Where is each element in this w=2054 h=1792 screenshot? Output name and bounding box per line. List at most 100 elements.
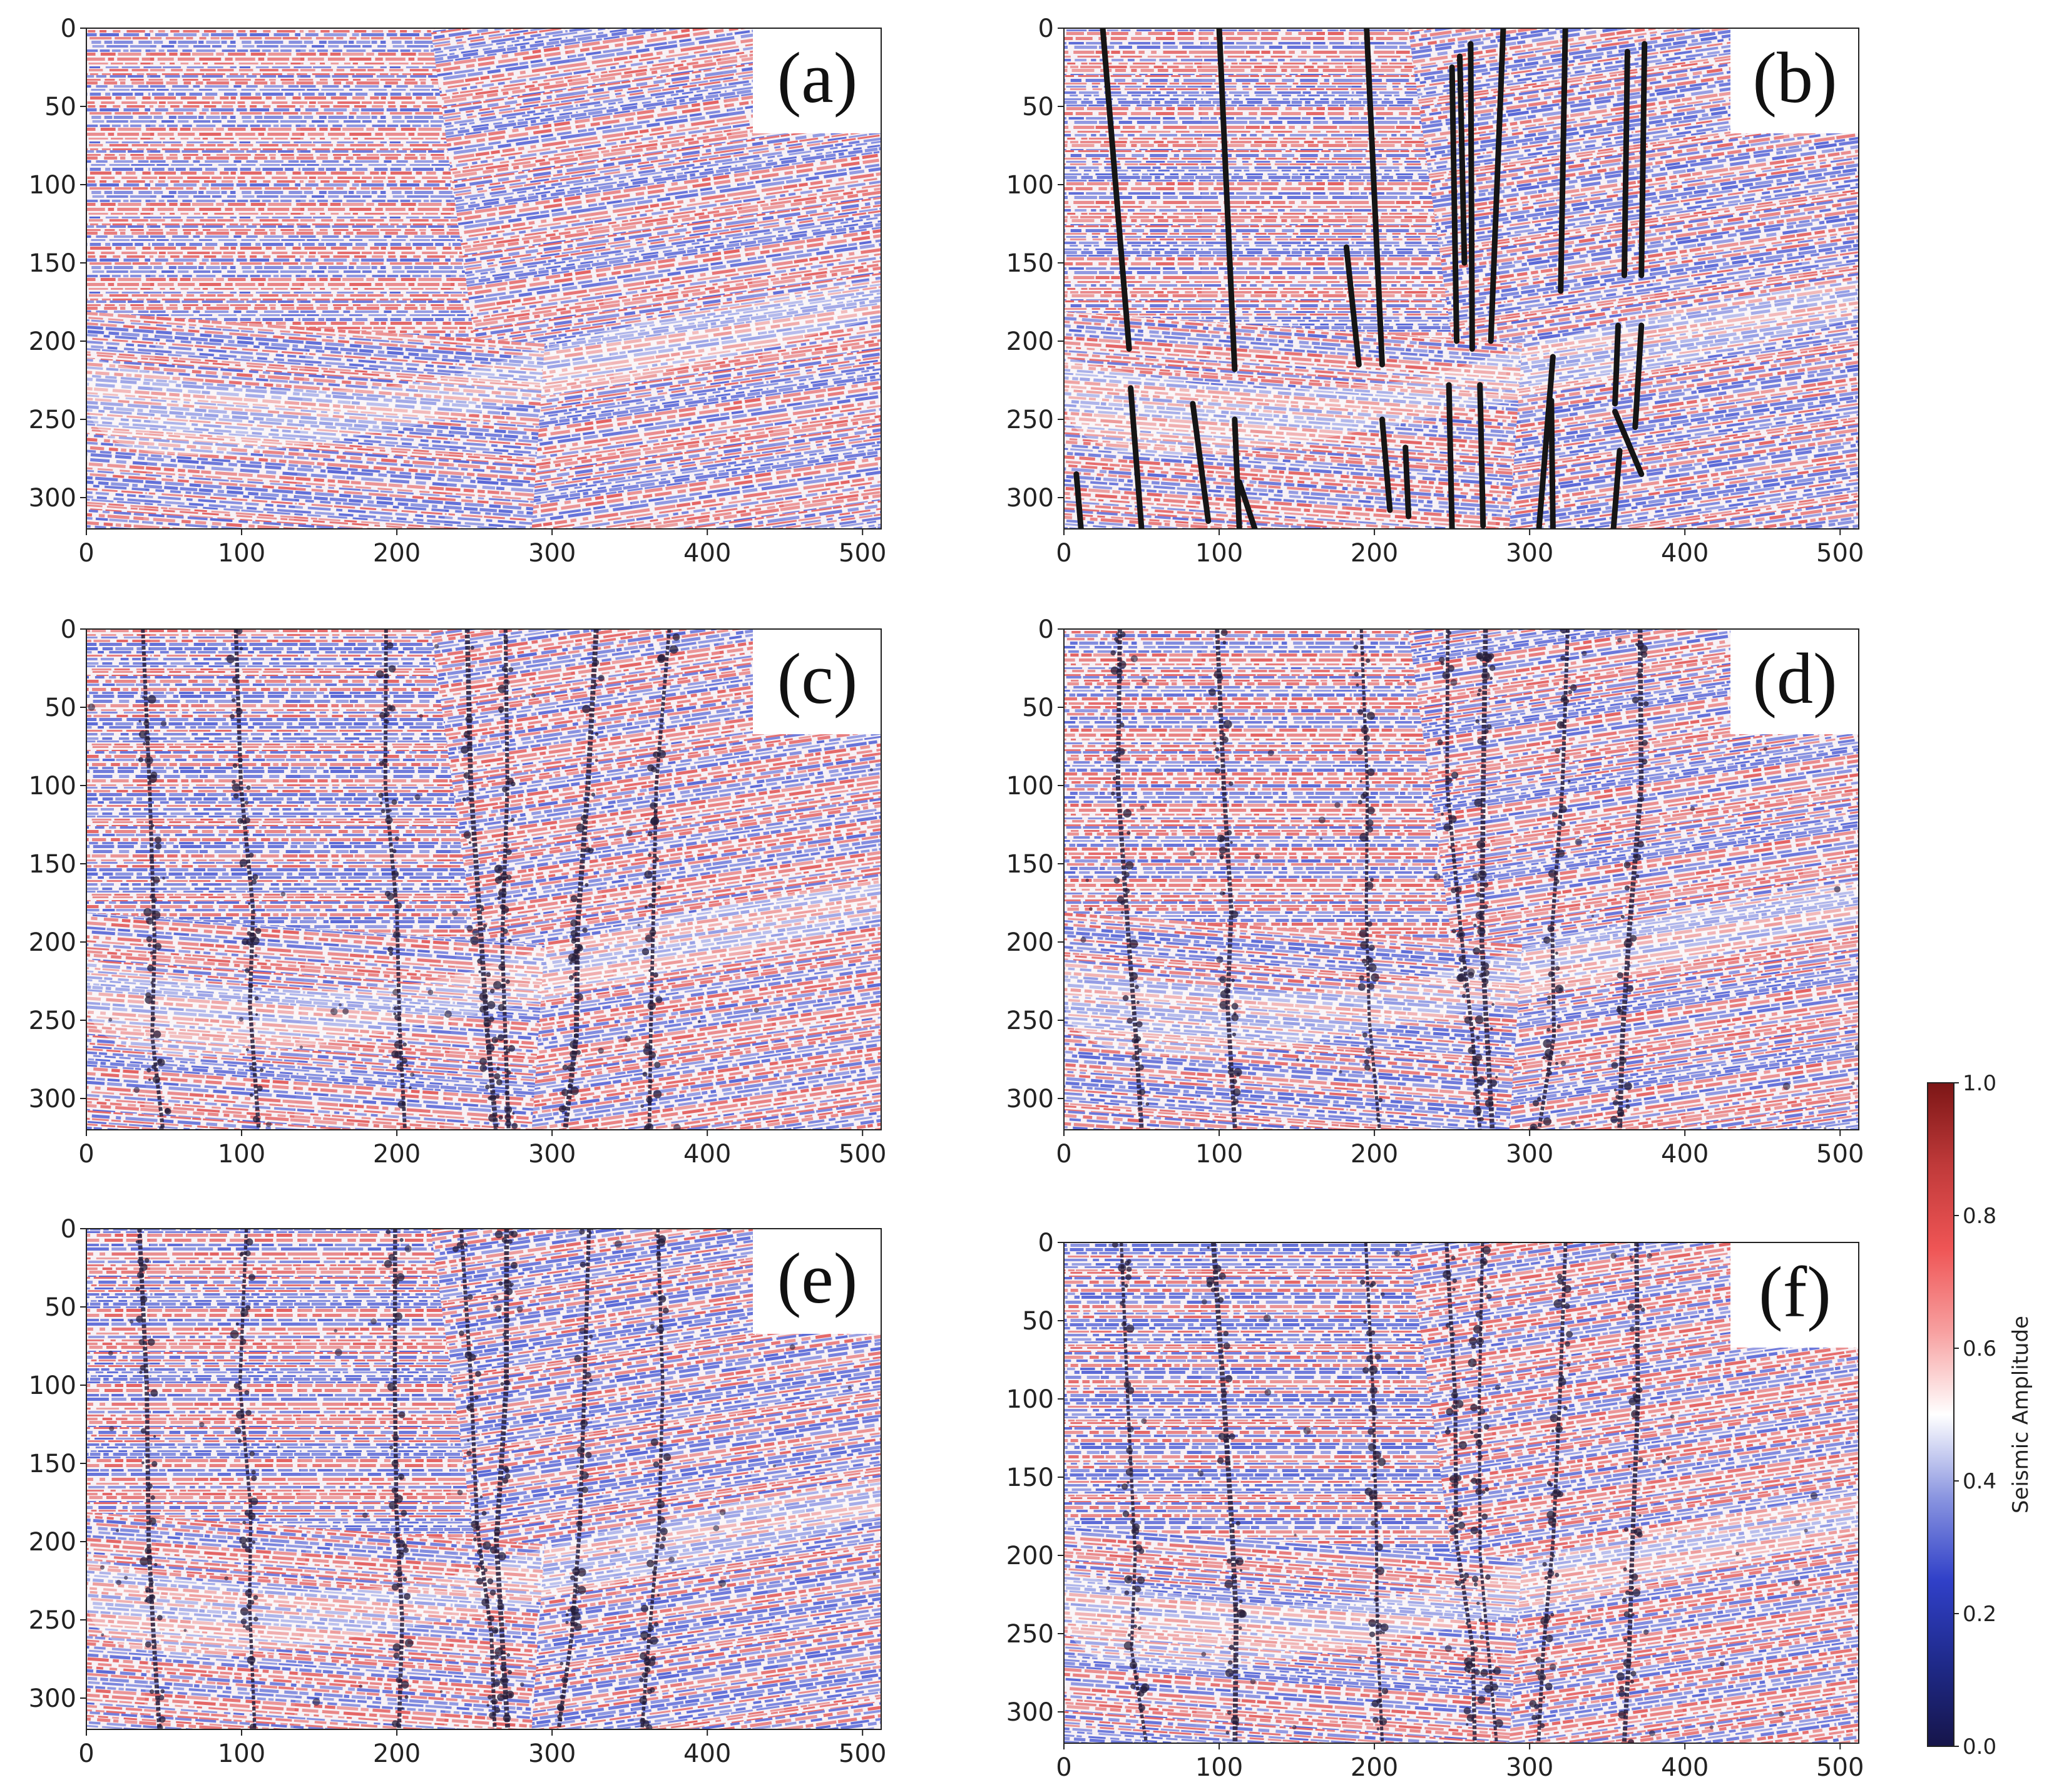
predicted-fault <box>137 1229 162 1729</box>
y-tick-label: 250 <box>29 1006 76 1035</box>
panel-d: (d) 0 100 200 300 400 500 0 50 100 150 200 250 300 <box>1006 615 1864 1169</box>
y-tick-label: 0 <box>61 615 76 644</box>
predicted-fault <box>1444 1242 1477 1743</box>
panel-f: (f) 0 100 200 300 400 500 0 50 100 150 200 250 300 <box>1006 1229 1864 1782</box>
fault-line <box>1548 397 1556 529</box>
predicted-fault <box>383 629 407 1130</box>
x-tick-label: 400 <box>1661 1753 1709 1782</box>
fault-line <box>1236 479 1258 529</box>
x-tick-label: 0 <box>78 539 94 568</box>
panel-label-box <box>1730 28 1859 133</box>
predicted-fault <box>494 1229 511 1729</box>
y-tick-label: 50 <box>44 93 76 121</box>
panel-label-box <box>753 28 881 133</box>
colorbar-tick-label: 0.0 <box>1963 1734 1996 1759</box>
fault-line <box>1621 49 1630 279</box>
x-tick-label: 0 <box>1056 1140 1071 1169</box>
x-tick-label: 400 <box>683 1739 731 1768</box>
panel-c: (c) 0 100 200 300 400 500 0 50 100 150 200 250 300 <box>29 615 887 1169</box>
x-tick-label: 500 <box>839 539 886 568</box>
fault-line <box>1379 416 1393 513</box>
x-tick-label: 300 <box>1506 1140 1553 1169</box>
fault-line <box>1632 322 1645 430</box>
x-tick-label: 0 <box>78 1739 94 1768</box>
panel-b: (b) 0 100 200 300 400 500 0 50 100 150 200 250 300 <box>1006 14 1864 568</box>
x-tick-label: 100 <box>1195 1753 1243 1782</box>
panel-label-box <box>753 1229 881 1334</box>
predicted-fault <box>1445 629 1482 1130</box>
colorbar-gradient <box>1928 1083 1954 1746</box>
y-tick-label: 300 <box>29 484 76 513</box>
colorbar-title: Seismic Amplitude <box>2008 1316 2033 1513</box>
fault-line <box>1638 41 1648 279</box>
y-tick-label: 300 <box>1006 1085 1054 1114</box>
y-tick-label: 200 <box>1006 928 1054 957</box>
predicted-fault <box>1617 629 1644 1130</box>
x-tick-label: 400 <box>683 1140 731 1169</box>
x-tick-label: 300 <box>528 539 576 568</box>
axes-frame <box>1063 1242 1859 1744</box>
panels-layer: (a)0 100 200 300 400 500050100150200250300(b)… <box>29 14 1864 1782</box>
predicted-fault <box>1215 629 1237 1130</box>
y-tick-label: 300 <box>1006 484 1054 513</box>
fault-line <box>1468 41 1475 352</box>
y-tick-label: 50 <box>44 1293 76 1322</box>
colorbar-tick-label: 0.8 <box>1963 1204 1996 1229</box>
fault-line <box>1128 385 1145 529</box>
panel-label-box <box>753 629 881 734</box>
predicted-fault <box>1478 1242 1498 1743</box>
y-tick-label: 250 <box>1006 406 1054 434</box>
seismic-image <box>86 629 881 1130</box>
panel-e: (e) 0 100 200 300 400 500 0 50 100 150 200 250 300 <box>29 1215 887 1768</box>
axes-frame <box>1063 628 1859 1130</box>
x-tick-label: 300 <box>528 1140 576 1169</box>
x-tick-label: 300 <box>1506 1753 1553 1782</box>
fault-line <box>1457 53 1468 266</box>
y-tick-label: 150 <box>1006 249 1054 278</box>
predicted-fault <box>1536 1242 1568 1743</box>
y-tick-label: 0 <box>1038 615 1054 644</box>
x-tick-label: 400 <box>1661 539 1709 568</box>
x-tick-label: 100 <box>1195 1140 1243 1169</box>
y-tick-label: 250 <box>29 1606 76 1635</box>
y-tick-label: 100 <box>29 772 76 801</box>
fault-line <box>1403 444 1412 520</box>
y-tick-label: 150 <box>29 850 76 879</box>
predicted-fault <box>233 629 261 1130</box>
x-tick-label: 300 <box>1506 539 1553 568</box>
y-tick-label: 300 <box>1006 1698 1054 1727</box>
axes-frame <box>1063 28 1859 530</box>
y-tick-label: 100 <box>29 1371 76 1400</box>
colorbar-tick-label: 1.0 <box>1963 1071 1996 1096</box>
x-tick-label: 100 <box>218 1739 265 1768</box>
x-tick-label: 400 <box>1661 1140 1709 1169</box>
predicted-fault <box>647 629 672 1130</box>
y-tick-label: 150 <box>1006 1463 1054 1492</box>
fault-line <box>1073 471 1084 529</box>
predicted-fault <box>563 629 599 1130</box>
fault-line <box>1612 322 1622 407</box>
y-tick-label: 300 <box>29 1085 76 1114</box>
x-tick-label: 100 <box>1195 539 1243 568</box>
fault-line <box>1536 354 1556 529</box>
panel-label: (b) <box>1752 38 1837 118</box>
colorbar-tick-label: 0.4 <box>1963 1469 1996 1494</box>
x-tick-label: 200 <box>1351 539 1398 568</box>
y-tick-label: 250 <box>29 406 76 434</box>
predicted-fault <box>459 1229 497 1729</box>
x-tick-label: 200 <box>373 1739 421 1768</box>
y-tick-label: 50 <box>44 694 76 722</box>
x-tick-label: 500 <box>839 1140 886 1169</box>
predicted-fault <box>238 1229 257 1729</box>
x-tick-label: 100 <box>218 539 265 568</box>
x-tick-label: 400 <box>683 539 731 568</box>
axes-frame <box>86 1228 882 1730</box>
predicted-fault <box>392 1229 404 1729</box>
x-tick-label: 0 <box>1056 1753 1071 1782</box>
x-tick-label: 200 <box>373 1140 421 1169</box>
axes-frame <box>86 28 882 530</box>
predicted-fault <box>1120 1242 1148 1743</box>
panel-a: (a) 0 100 200 300 400 500 0 50 100 150 200 250 300 <box>29 14 887 568</box>
x-tick-label: 100 <box>218 1140 265 1169</box>
panel-label: (f) <box>1759 1252 1831 1333</box>
